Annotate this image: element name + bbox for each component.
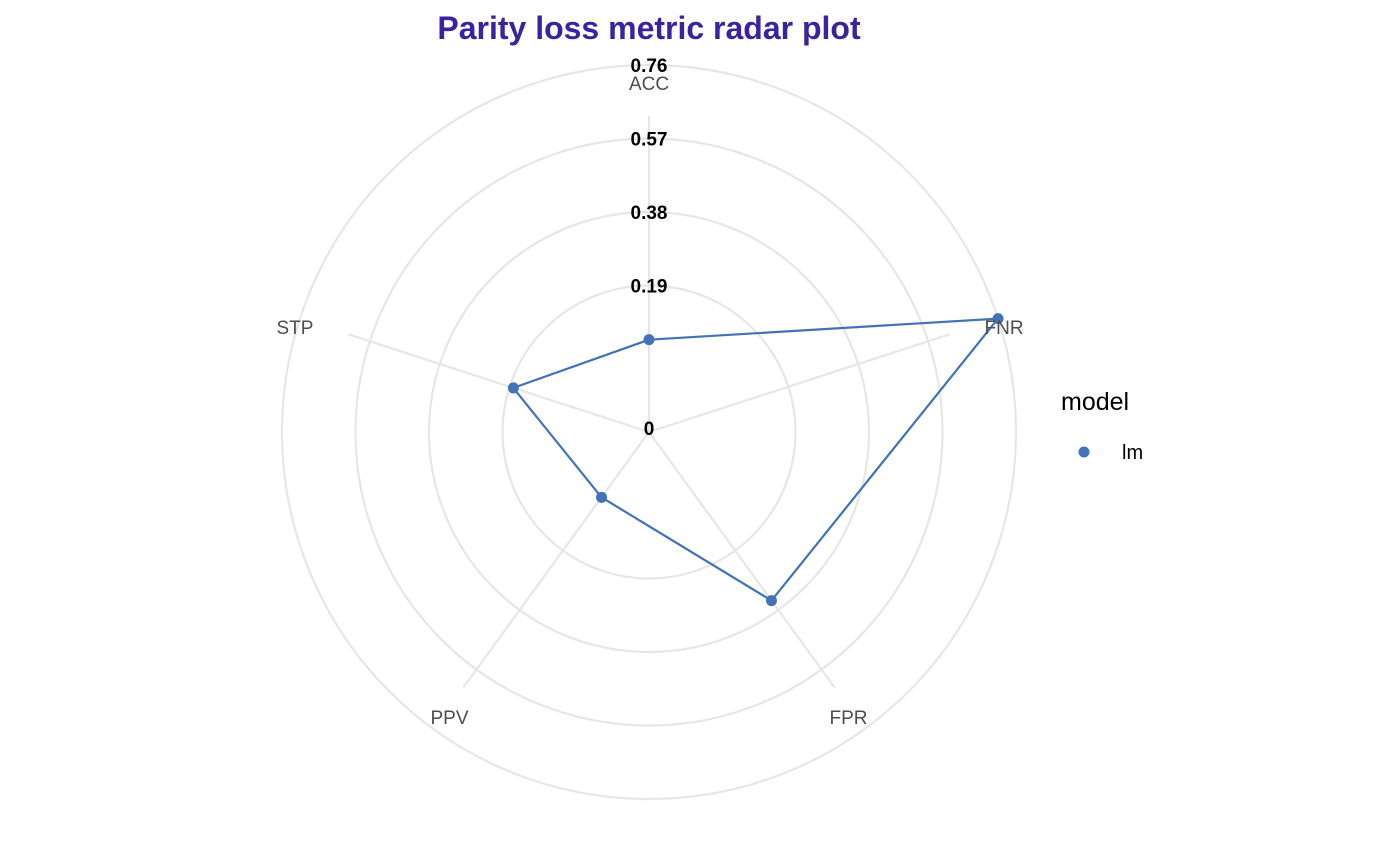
axis-spokes xyxy=(348,116,950,689)
data-point-stp xyxy=(507,382,519,394)
radial-tick-label: 0.57 xyxy=(631,130,668,151)
chart-title: Parity loss metric radar plot xyxy=(437,10,861,46)
legend-label-lm: lm xyxy=(1122,442,1143,464)
data-point-ppv xyxy=(596,491,608,503)
axis-label-ppv: PPV xyxy=(430,708,468,729)
radial-tick-label: 0.76 xyxy=(631,56,668,77)
axis-spoke-stp xyxy=(348,333,650,434)
radial-tick-labels: 0 0.19 0.38 0.57 0.76 xyxy=(631,56,668,440)
series-layer xyxy=(507,313,1004,607)
axis-spoke-ppv xyxy=(462,431,650,689)
axis-labels: ACC FNR FPR PPV STP xyxy=(276,74,1023,729)
axis-spoke-fnr xyxy=(648,333,950,434)
grid-ring xyxy=(280,63,1018,801)
axis-label-acc: ACC xyxy=(629,74,669,95)
data-point-fnr xyxy=(992,313,1004,325)
radial-tick-label: 0 xyxy=(644,419,655,440)
legend-title: model xyxy=(1061,388,1129,416)
axis-label-fnr: FNR xyxy=(985,318,1024,339)
legend-items: lm xyxy=(1078,442,1143,464)
data-point-fpr xyxy=(765,595,777,607)
axis-label-fpr: FPR xyxy=(829,708,867,729)
axis-spoke-fpr xyxy=(648,431,836,689)
data-point-acc xyxy=(643,334,655,346)
legend: model lm xyxy=(1061,388,1143,464)
legend-swatch-lm xyxy=(1078,446,1090,458)
radial-tick-label: 0.19 xyxy=(631,277,668,298)
series-line-lm xyxy=(512,317,1000,602)
axis-label-stp: STP xyxy=(276,318,313,339)
radial-tick-label: 0.38 xyxy=(631,203,668,224)
